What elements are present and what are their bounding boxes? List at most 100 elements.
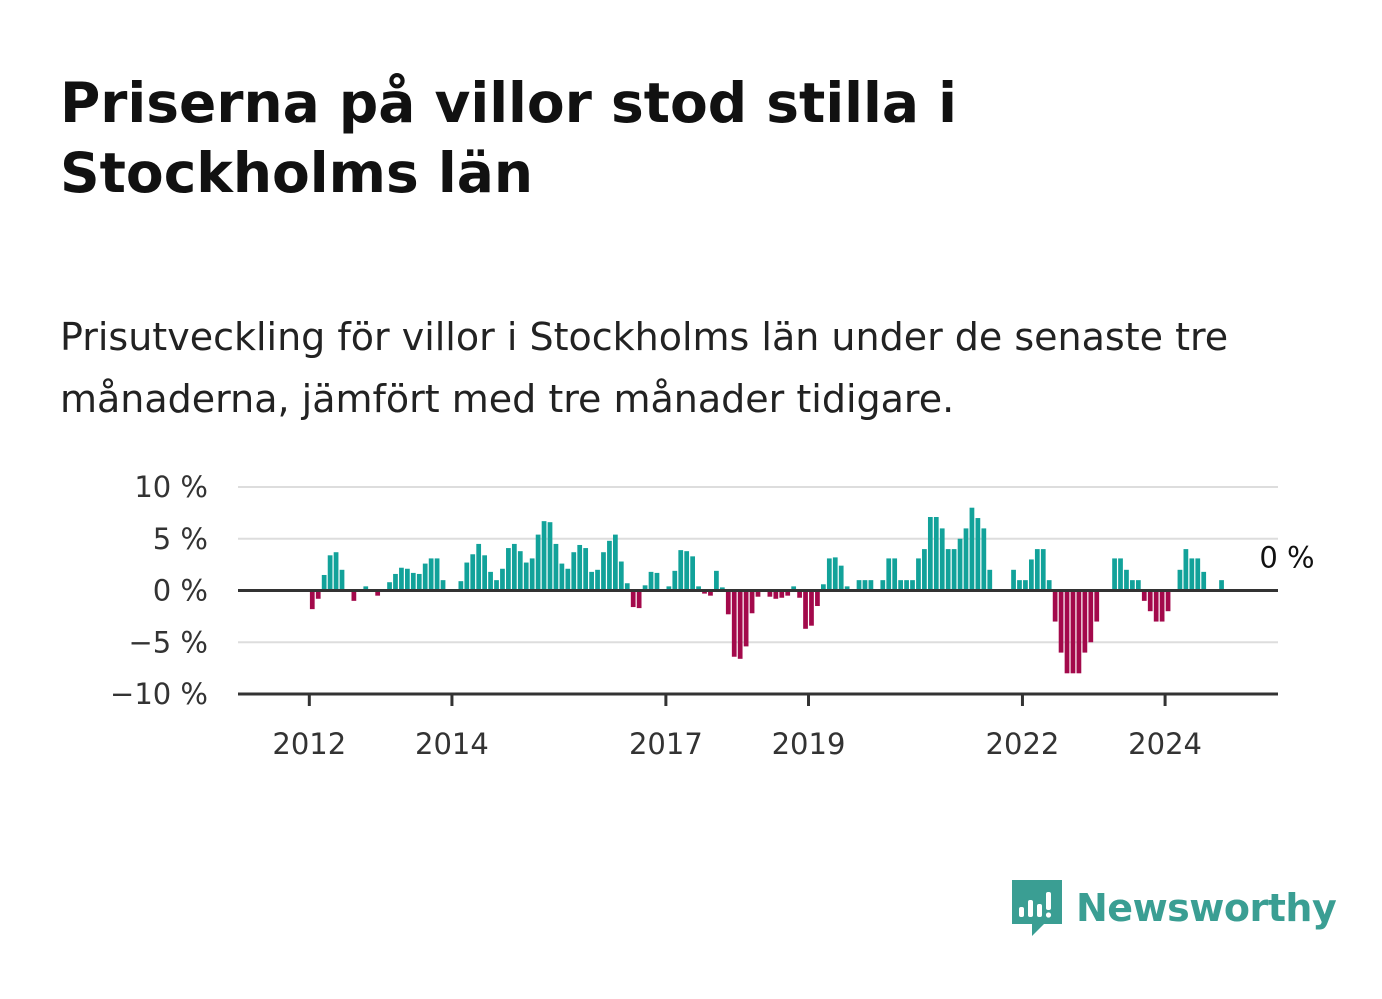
bar [957, 538, 963, 591]
last-value-label: 0 % [1259, 541, 1314, 575]
y-tick-label: 5 % [153, 522, 208, 556]
bar [470, 554, 476, 591]
bar [1064, 590, 1070, 674]
bar [856, 580, 862, 591]
bar [791, 586, 797, 591]
bar [1094, 590, 1100, 622]
bar [987, 569, 993, 591]
y-tick-label: −5 % [128, 625, 208, 659]
bar [500, 568, 505, 591]
bar [702, 590, 707, 594]
bar [975, 518, 981, 591]
bar [1159, 590, 1165, 622]
bar [868, 580, 874, 591]
bar [577, 544, 583, 591]
newsworthy-logo: Newsworthy [1010, 878, 1337, 938]
bar [1076, 590, 1082, 674]
bar [981, 528, 987, 591]
y-tick-label: 0 % [153, 574, 208, 608]
bar [886, 558, 892, 591]
bar [1165, 590, 1171, 612]
bar [589, 571, 594, 591]
bar [618, 561, 624, 591]
bar [785, 590, 791, 596]
bar [1135, 580, 1141, 591]
bar [749, 590, 755, 614]
bars [309, 507, 1224, 674]
bar [684, 551, 690, 591]
bar [951, 549, 957, 591]
bar [541, 521, 547, 591]
bar [1040, 549, 1046, 591]
bar [416, 573, 422, 591]
bar [327, 555, 333, 591]
bar [494, 580, 499, 591]
bar [690, 556, 695, 591]
bar [648, 571, 654, 591]
bar [363, 586, 369, 591]
bar [1029, 559, 1034, 591]
bar [743, 590, 749, 647]
bar [607, 540, 612, 591]
bar [464, 562, 470, 591]
bar [892, 558, 898, 591]
bar [1052, 590, 1058, 622]
bar [803, 590, 808, 629]
bar [1058, 590, 1064, 653]
brand-name: Newsworthy [1076, 886, 1337, 930]
bar [523, 562, 529, 591]
bar [773, 590, 779, 599]
bar [969, 507, 975, 591]
bar [309, 590, 315, 610]
bar [731, 590, 737, 657]
bar [1201, 571, 1207, 591]
bar [797, 590, 802, 598]
bar [375, 590, 381, 596]
bar [601, 552, 606, 591]
bar [1118, 558, 1123, 591]
x-tick-label: 2014 [415, 727, 489, 761]
chart-title: Priserna på villor stod stilla i Stockho… [60, 71, 957, 205]
bar [1082, 590, 1088, 653]
bar [428, 558, 434, 591]
bar [963, 528, 969, 591]
bar [1017, 580, 1022, 591]
y-tick-label: 10 % [134, 470, 208, 504]
x-tick-label: 2017 [629, 727, 703, 761]
bar [476, 543, 482, 591]
bar [1112, 558, 1117, 591]
bar [458, 581, 464, 591]
bar [1034, 549, 1040, 591]
bar [1070, 590, 1076, 674]
bar [826, 558, 832, 591]
bar [547, 522, 553, 591]
bar [809, 590, 814, 626]
bar [434, 558, 440, 591]
newsworthy-logo-icon [1012, 880, 1062, 936]
bar [517, 551, 523, 591]
bar [838, 565, 844, 591]
bar [1147, 590, 1153, 612]
bar [405, 568, 410, 591]
bar [387, 582, 392, 591]
bar [910, 580, 915, 591]
bar [666, 586, 672, 591]
bar [315, 590, 321, 599]
bar [1189, 558, 1195, 591]
bar [880, 580, 886, 591]
x-axis-ticks: 2012 2014 2017 2019 2022 2024 [272, 694, 1202, 761]
bar [624, 583, 630, 591]
y-axis-ticks: 10 % 5 % 0 % −5 % −10 % [110, 470, 208, 711]
bar [399, 567, 404, 591]
bar [613, 534, 618, 591]
bar [511, 543, 517, 591]
x-tick-label: 2024 [1128, 727, 1202, 761]
bar [654, 572, 660, 591]
x-tick-label: 2022 [986, 727, 1060, 761]
bar [1011, 569, 1016, 591]
bar [755, 590, 761, 597]
bar [1124, 569, 1129, 591]
bar [440, 580, 446, 591]
bar [737, 590, 743, 659]
bar [565, 568, 571, 591]
